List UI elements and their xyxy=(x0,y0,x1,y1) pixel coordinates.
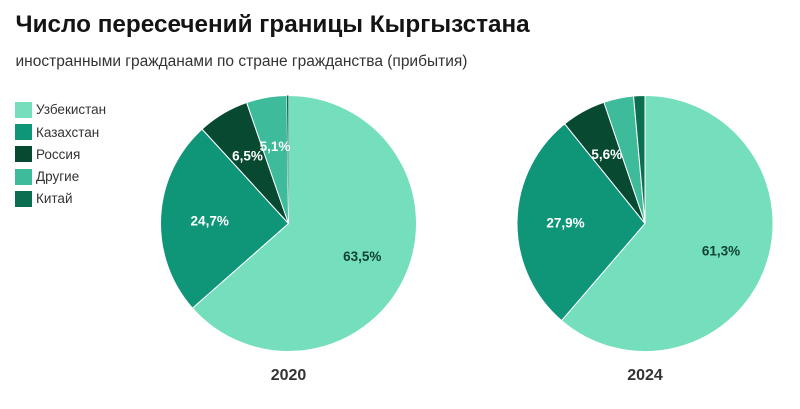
svg-text:5,6%: 5,6% xyxy=(591,147,622,162)
svg-text:27,9%: 27,9% xyxy=(546,216,584,231)
svg-text:63,5%: 63,5% xyxy=(343,249,381,264)
svg-text:24,7%: 24,7% xyxy=(191,213,229,228)
svg-text:61,3%: 61,3% xyxy=(702,244,740,259)
svg-text:6,5%: 6,5% xyxy=(232,149,263,164)
svg-text:5,1%: 5,1% xyxy=(260,139,291,154)
